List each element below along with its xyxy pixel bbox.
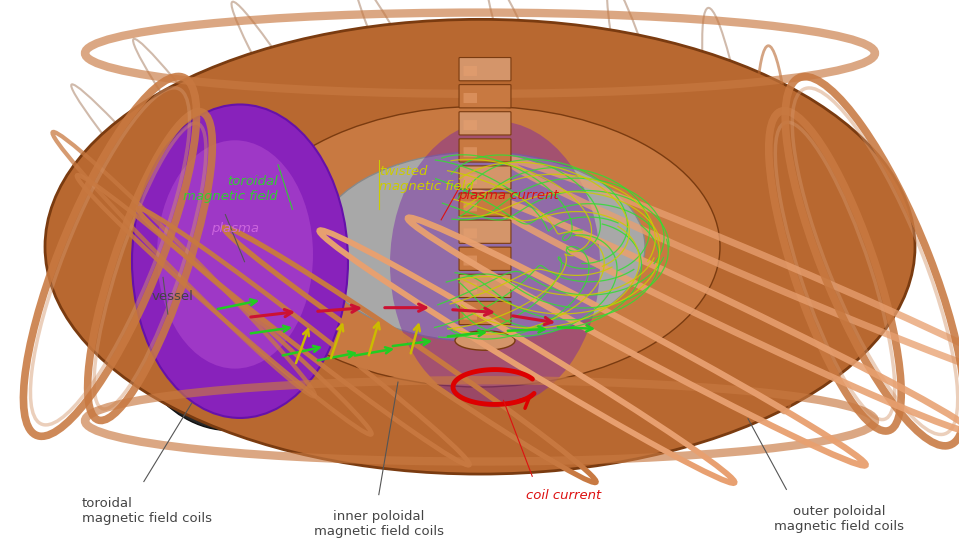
Ellipse shape <box>540 77 760 436</box>
Ellipse shape <box>132 104 348 418</box>
Ellipse shape <box>455 331 515 350</box>
FancyBboxPatch shape <box>459 166 511 189</box>
Text: plasma current: plasma current <box>458 189 559 202</box>
Text: coil current: coil current <box>526 490 600 503</box>
Ellipse shape <box>240 107 720 387</box>
FancyBboxPatch shape <box>459 247 511 270</box>
FancyBboxPatch shape <box>463 147 477 157</box>
FancyBboxPatch shape <box>459 301 511 325</box>
FancyBboxPatch shape <box>459 57 511 81</box>
FancyBboxPatch shape <box>463 310 477 320</box>
FancyBboxPatch shape <box>463 174 477 184</box>
FancyBboxPatch shape <box>463 228 477 239</box>
Ellipse shape <box>390 121 600 407</box>
Ellipse shape <box>157 140 313 368</box>
FancyBboxPatch shape <box>463 66 477 76</box>
Text: outer poloidal
magnetic field coils: outer poloidal magnetic field coils <box>774 505 904 533</box>
Text: plasma: plasma <box>211 222 259 235</box>
Text: vessel: vessel <box>152 291 194 304</box>
Ellipse shape <box>45 19 915 474</box>
Text: toroidal
magnetic field coils: toroidal magnetic field coils <box>82 497 212 525</box>
FancyBboxPatch shape <box>459 111 511 135</box>
Ellipse shape <box>580 111 740 392</box>
Ellipse shape <box>315 152 645 341</box>
FancyBboxPatch shape <box>463 255 477 266</box>
Text: twisted
magnetic field: twisted magnetic field <box>379 165 474 193</box>
Ellipse shape <box>110 92 350 431</box>
FancyBboxPatch shape <box>463 201 477 212</box>
FancyBboxPatch shape <box>459 139 511 162</box>
FancyBboxPatch shape <box>459 220 511 243</box>
FancyBboxPatch shape <box>463 282 477 293</box>
FancyBboxPatch shape <box>463 120 477 130</box>
FancyBboxPatch shape <box>459 84 511 108</box>
FancyBboxPatch shape <box>459 274 511 298</box>
FancyBboxPatch shape <box>463 93 477 103</box>
FancyBboxPatch shape <box>459 193 511 216</box>
Text: inner poloidal
magnetic field coils: inner poloidal magnetic field coils <box>314 510 444 538</box>
Text: toroidal
magnetic field: toroidal magnetic field <box>183 175 278 203</box>
